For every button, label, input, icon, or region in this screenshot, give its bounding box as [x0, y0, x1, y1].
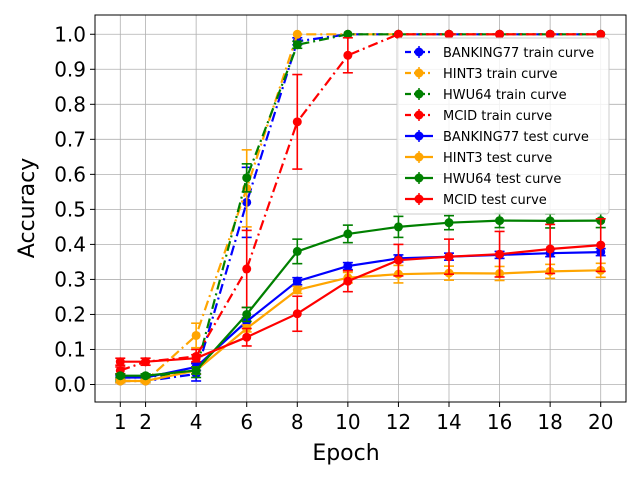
y-tick-label: 0.0 — [54, 372, 86, 396]
data-point — [115, 357, 125, 367]
data-point — [292, 309, 302, 319]
x-tick-label: 18 — [537, 410, 562, 434]
y-tick-label: 0.8 — [54, 92, 86, 116]
legend-label: BANKING77 train curve — [443, 46, 594, 61]
x-tick-label: 10 — [335, 410, 360, 434]
data-point — [343, 229, 353, 239]
y-tick-label: 0.7 — [54, 127, 86, 151]
data-point — [292, 246, 302, 256]
legend-item: BANKING77 train curve — [405, 46, 594, 61]
y-tick-label: 0.9 — [54, 57, 86, 81]
x-tick-label: 1 — [114, 410, 127, 434]
x-tick-label: 8 — [291, 410, 304, 434]
x-tick-label: 12 — [386, 410, 411, 434]
x-tick-label: 16 — [487, 410, 512, 434]
data-point — [242, 309, 252, 319]
legend-marker — [414, 173, 424, 183]
x-axis-label: Epoch — [312, 441, 379, 466]
legend: BANKING77 train curve HINT3 train curve HW… — [396, 37, 610, 215]
legend-label: HWU64 test curve — [443, 172, 561, 187]
legend-item: HINT3 test curve — [405, 151, 552, 166]
data-point — [444, 218, 454, 228]
legend-label: HWU64 train curve — [443, 88, 567, 103]
data-point — [141, 357, 151, 367]
legend-marker — [414, 89, 424, 99]
legend-label: HINT3 train curve — [443, 67, 558, 82]
y-tick-label: 0.5 — [54, 197, 86, 221]
data-point — [191, 365, 201, 375]
data-point — [393, 29, 403, 39]
data-point — [141, 371, 151, 381]
data-point — [444, 29, 454, 39]
x-tick-label: 14 — [436, 410, 461, 434]
legend-marker — [414, 47, 424, 57]
data-point — [393, 255, 403, 265]
legend-label: MCID train curve — [443, 109, 552, 124]
data-point — [393, 222, 403, 232]
legend-label: BANKING77 test curve — [443, 130, 589, 145]
plot-frame — [94, 14, 627, 403]
legend-marker — [414, 68, 424, 78]
y-tick-label: 0.6 — [54, 162, 86, 186]
data-point — [115, 371, 125, 381]
data-point — [495, 29, 505, 39]
legend-marker — [414, 152, 424, 162]
data-point — [242, 264, 252, 274]
x-tick-label: 20 — [588, 410, 613, 434]
data-point — [292, 276, 302, 286]
y-tick-label: 0.2 — [54, 302, 86, 326]
data-point — [545, 29, 555, 39]
legend-marker — [414, 131, 424, 141]
series-line — [119, 33, 601, 372]
ticks: 1 2 4 6 8 10 12 14 16 18 20 0.0 0.1 0.2 0.3 0.4 0.5 0.6 0.… — [54, 22, 613, 434]
data-point — [545, 244, 555, 254]
y-tick-label: 1.0 — [54, 22, 86, 46]
data-point — [191, 330, 201, 340]
data-point — [343, 276, 353, 286]
legend-label: MCID test curve — [443, 193, 547, 208]
y-axis-label: Accuracy — [15, 158, 40, 258]
x-tick-label: 2 — [139, 410, 152, 434]
data-point — [545, 216, 555, 226]
series-mcid-test-curve — [115, 218, 606, 367]
legend-marker — [414, 110, 424, 120]
legend-label: HINT3 test curve — [443, 151, 552, 166]
data-point — [242, 332, 252, 342]
data-point — [343, 29, 353, 39]
data-point — [292, 40, 302, 50]
data-point — [596, 240, 606, 250]
legend-item: BANKING77 test curve — [405, 130, 589, 145]
legend-box — [396, 37, 610, 215]
legend-item: HWU64 train curve — [405, 88, 567, 103]
legend-item: MCID test curve — [405, 193, 547, 208]
x-tick-label: 6 — [240, 410, 253, 434]
data-point — [343, 50, 353, 60]
data-point — [596, 29, 606, 39]
legend-marker — [414, 194, 424, 204]
legend-item: HINT3 train curve — [405, 67, 558, 82]
y-tick-label: 0.3 — [54, 267, 86, 291]
data-point — [292, 29, 302, 39]
data-point — [191, 353, 201, 363]
legend-item: MCID train curve — [405, 109, 552, 124]
data-point — [343, 261, 353, 271]
data-point — [444, 252, 454, 262]
data-point — [495, 216, 505, 226]
data-point — [495, 249, 505, 259]
y-tick-label: 0.4 — [54, 232, 86, 256]
x-tick-label: 4 — [190, 410, 203, 434]
y-tick-label: 0.1 — [54, 337, 86, 361]
data-point — [292, 117, 302, 127]
series-layer — [115, 29, 606, 386]
data-point — [292, 285, 302, 295]
data-point — [242, 173, 252, 183]
legend-item: HWU64 test curve — [405, 172, 561, 187]
